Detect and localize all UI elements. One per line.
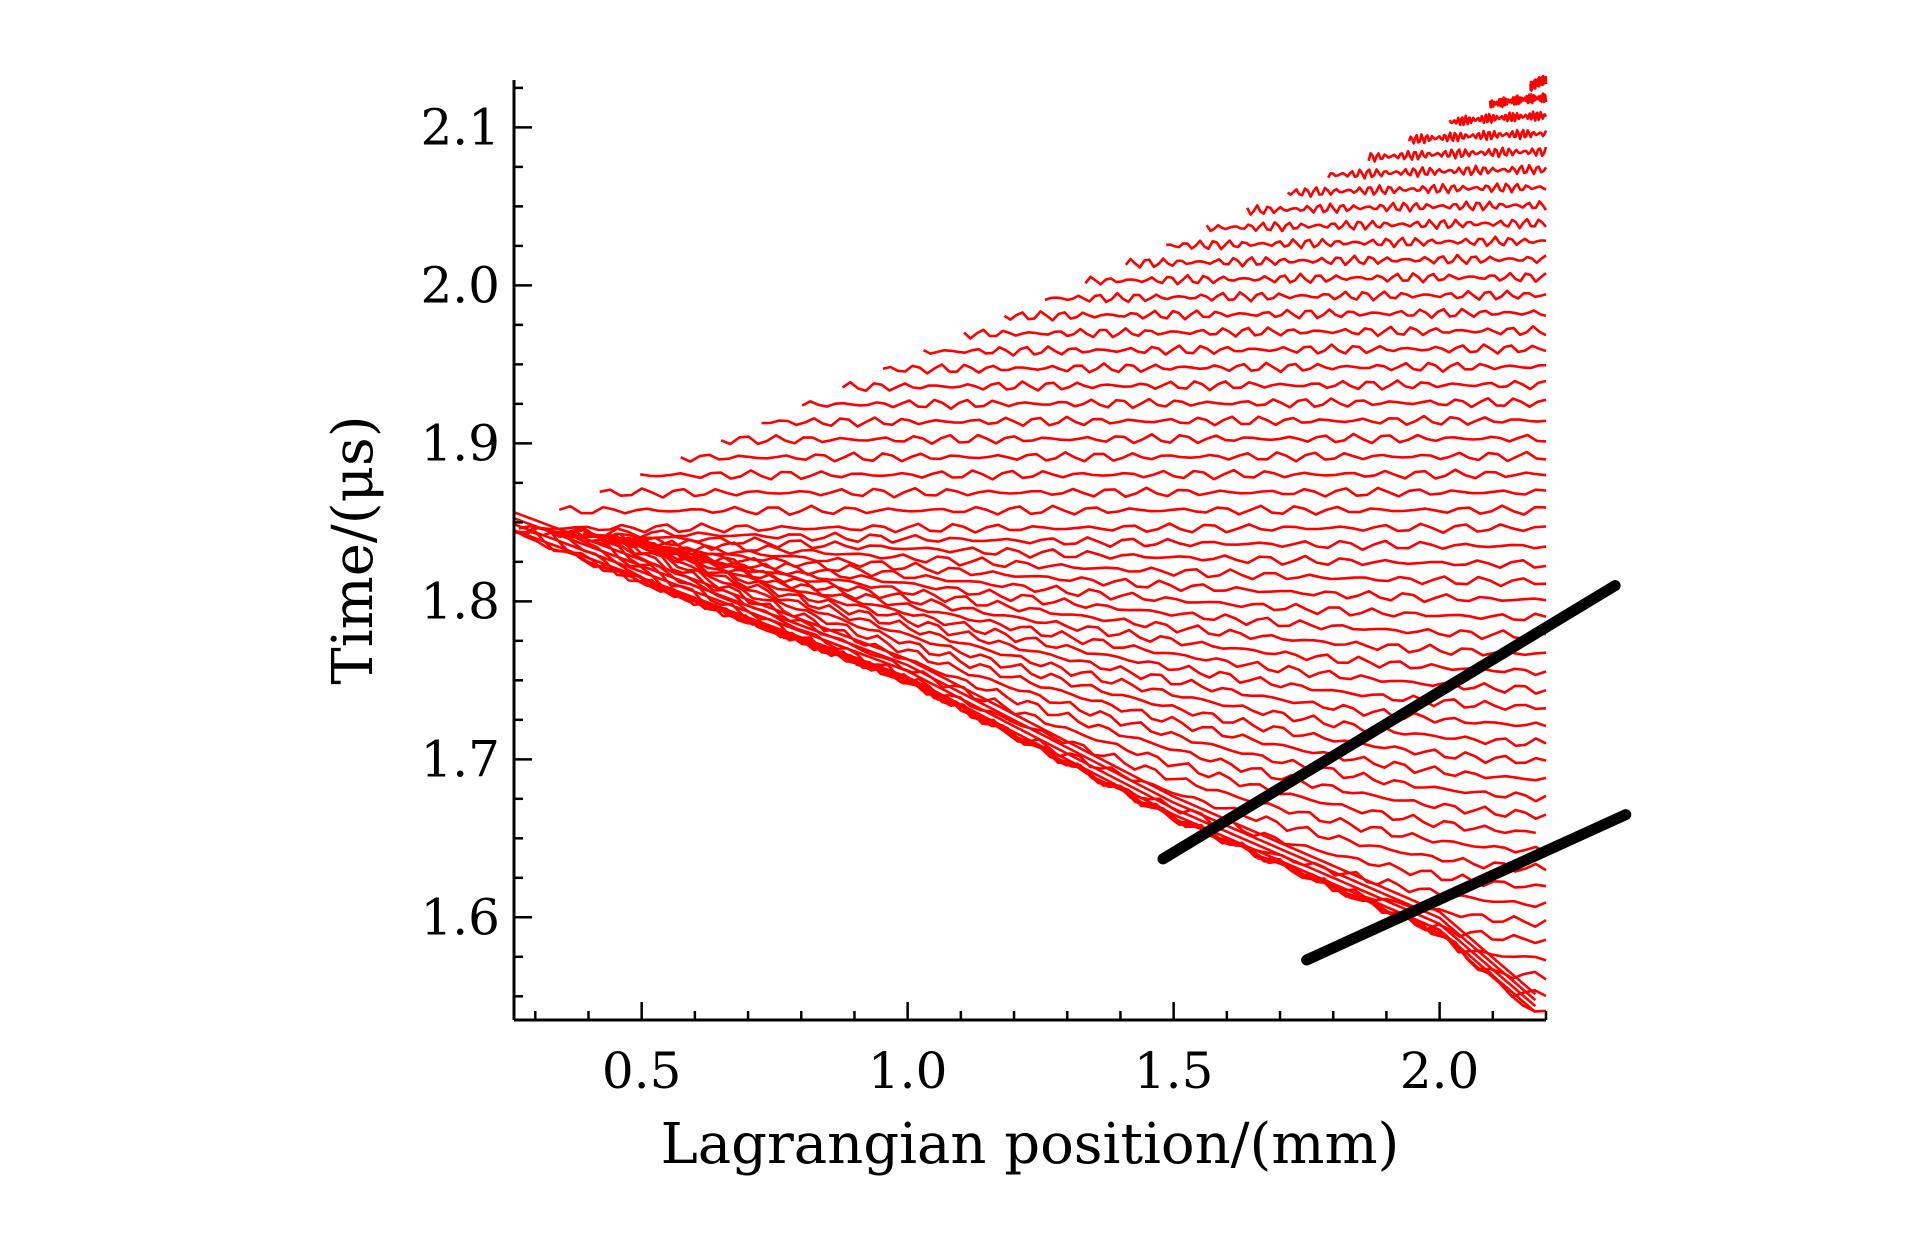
- red-trace: [612, 532, 1547, 873]
- y-tick-label: 2.0: [420, 256, 500, 314]
- red-trace: [720, 432, 1547, 446]
- red-trace: [1327, 163, 1548, 180]
- red-trace: [1124, 253, 1547, 269]
- red-trace: [558, 504, 1547, 517]
- y-tick-label: 1.6: [420, 888, 500, 946]
- y-axis-label: Time/(μs): [321, 415, 386, 684]
- red-trace: [582, 532, 1547, 641]
- black-line-2: [1301, 809, 1632, 966]
- red-trace: [625, 537, 1537, 835]
- red-trace: [963, 324, 1547, 340]
- red-trace: [1205, 217, 1547, 233]
- red-trace-envelope: [513, 511, 1537, 996]
- red-trace: [680, 450, 1547, 463]
- black-line-1: [1157, 580, 1621, 865]
- y-tick-label: 1.8: [420, 572, 500, 630]
- x-tick-label: 2.0: [1400, 1042, 1480, 1100]
- x-tick-label: 0.5: [602, 1042, 682, 1100]
- red-trace: [1448, 110, 1548, 127]
- x-axis-label: Lagrangian position/(mm): [661, 1112, 1400, 1177]
- red-trace: [599, 486, 1547, 499]
- red-trace: [513, 529, 1547, 1013]
- red-trace: [636, 536, 1547, 765]
- red-trace: [1367, 146, 1548, 163]
- red-trace: [1084, 271, 1547, 286]
- red-trace: [1003, 307, 1547, 322]
- red-traces: [513, 74, 1548, 1014]
- red-trace-envelope: [513, 523, 1537, 1008]
- red-trace: [1488, 92, 1548, 109]
- red-trace: [841, 379, 1547, 393]
- red-trace: [634, 541, 1547, 803]
- y-tick-label: 1.9: [420, 414, 500, 472]
- red-trace: [636, 534, 1547, 748]
- red-trace: [513, 526, 1547, 552]
- axes: 0.5 1.0 1.5 2.0 1.6 1.7 1.8 1.9 2.0 2.1: [420, 80, 1548, 1100]
- red-trace-envelope: [513, 517, 1537, 1002]
- red-trace: [922, 343, 1547, 357]
- red-trace: [630, 540, 1547, 821]
- red-trace: [636, 539, 1547, 782]
- red-trace: [518, 522, 1547, 535]
- red-trace-envelope: [513, 529, 1537, 1014]
- black-lines: [1157, 580, 1632, 966]
- y-tick-label: 2.1: [420, 98, 500, 156]
- red-trace: [761, 414, 1547, 428]
- red-trace: [1246, 200, 1548, 216]
- axis-labels: Lagrangian position/(mm) Time/(μs): [321, 415, 1399, 1177]
- red-trace: [608, 536, 1547, 677]
- red-trace: [513, 526, 1547, 570]
- red-trace: [882, 361, 1547, 375]
- red-trace: [530, 530, 1547, 588]
- red-trace: [801, 396, 1547, 411]
- y-tick-label: 1.7: [420, 730, 500, 788]
- x-tick-label: 1.5: [1134, 1042, 1214, 1100]
- red-trace: [618, 538, 1547, 695]
- x-tick-label: 1.0: [868, 1042, 948, 1100]
- red-trace: [1407, 128, 1548, 145]
- red-trace: [639, 468, 1547, 481]
- red-trace: [596, 535, 1547, 657]
- red-trace: [1286, 182, 1547, 198]
- red-trace: [1529, 74, 1548, 92]
- red-trace: [1044, 289, 1547, 304]
- red-trace: [1166, 235, 1547, 251]
